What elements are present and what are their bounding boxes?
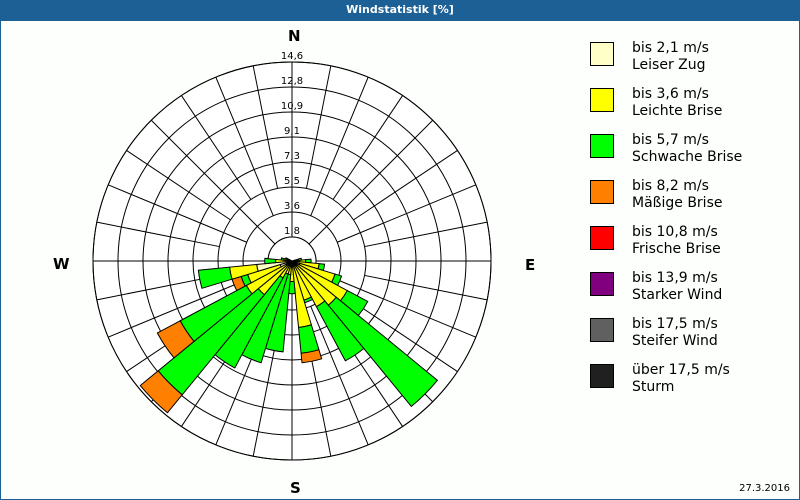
legend-swatch: [590, 134, 614, 158]
legend-label: Starker Wind: [632, 287, 723, 303]
legend-speed: bis 10,8 m/s: [632, 224, 718, 240]
legend-label: Leichte Brise: [632, 103, 723, 119]
compass-north: N: [288, 27, 301, 45]
legend-label: Mäßige Brise: [632, 195, 723, 211]
legend-swatch: [590, 226, 614, 250]
svg-text:3,6: 3,6: [284, 201, 300, 212]
legend-label: Steifer Wind: [632, 333, 718, 349]
chart-title: Windstatistik [%]: [0, 0, 800, 21]
svg-text:7,3: 7,3: [284, 151, 300, 162]
legend-speed: bis 5,7 m/s: [632, 132, 709, 148]
compass-west: W: [53, 255, 70, 273]
svg-text:14,6: 14,6: [281, 51, 303, 62]
svg-text:1,8: 1,8: [284, 226, 300, 237]
legend-speed: bis 13,9 m/s: [632, 270, 718, 286]
legend-label: Frische Brise: [632, 241, 721, 257]
legend-swatch: [590, 42, 614, 66]
legend-swatch: [590, 272, 614, 296]
svg-text:10,9: 10,9: [281, 101, 303, 112]
legend-label: Sturm: [632, 379, 675, 395]
compass-south: S: [290, 479, 301, 497]
legend-speed: bis 8,2 m/s: [632, 178, 709, 194]
legend-swatch: [590, 364, 614, 388]
legend-speed: bis 2,1 m/s: [632, 40, 709, 56]
legend-swatch: [590, 180, 614, 204]
wind-rose-chart: 1,8 3,6 5,5 7,3 9,1 10,9 12,8 14,6: [92, 51, 492, 461]
svg-text:9,1: 9,1: [284, 126, 300, 137]
legend-speed: bis 3,6 m/s: [632, 86, 709, 102]
date-label: 27.3.2016: [739, 483, 790, 494]
legend-speed: bis 17,5 m/s: [632, 316, 718, 332]
legend-label: Schwache Brise: [632, 149, 743, 165]
legend-label: Leiser Zug: [632, 57, 706, 73]
compass-east: E: [525, 256, 536, 274]
legend-speed: über 17,5 m/s: [632, 362, 730, 378]
svg-text:12,8: 12,8: [281, 76, 303, 87]
legend-swatch: [590, 318, 614, 342]
legend-swatch: [590, 88, 614, 112]
svg-text:5,5: 5,5: [284, 176, 300, 187]
